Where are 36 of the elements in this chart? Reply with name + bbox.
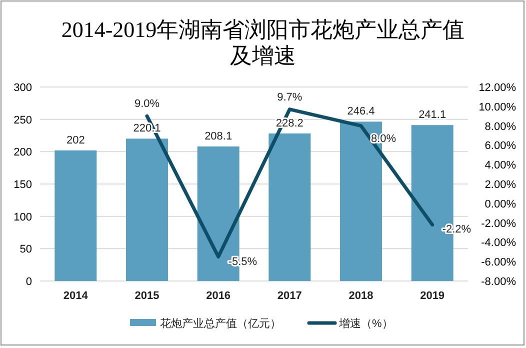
y-tick-label: 250 — [14, 114, 32, 126]
y2-tick-label: 2.00% — [484, 179, 516, 191]
x-tick-label: 2015 — [134, 290, 160, 302]
y2-tick-label: 6.00% — [484, 140, 516, 152]
y2-tick-label: 10.00% — [478, 101, 516, 114]
y2-tick-label: -2.00% — [481, 218, 516, 230]
y-tick-label: 0 — [26, 276, 32, 288]
x-tick-label: 2016 — [206, 290, 231, 302]
y2-tick-label: 4.00% — [484, 160, 516, 172]
data-label: 9.0% — [134, 98, 160, 110]
y2-tick-label: 12.00% — [478, 82, 516, 94]
y2-tick-label: -6.00% — [481, 256, 516, 269]
y-tick-label: 150 — [14, 179, 32, 191]
y-tick-label: 100 — [14, 211, 32, 224]
bar — [268, 133, 311, 281]
y2-tick-label: 8.00% — [484, 120, 516, 133]
legend-label: 增速（%） — [338, 317, 393, 330]
bar — [54, 150, 97, 281]
title: 2014-2019年湖南省浏阳市花炮产业总产值及增速 — [61, 17, 465, 68]
data-label: 241.1 — [418, 109, 446, 122]
y-tick-label: 200 — [14, 146, 32, 159]
data-label: 208.1 — [204, 130, 232, 142]
data-label: 202 — [66, 134, 85, 146]
y-tick-label: 300 — [14, 82, 32, 94]
x-tick-label: 2014 — [63, 290, 89, 302]
y-tick-label: 50 — [20, 244, 32, 256]
y2-tick-label: -4.00% — [481, 237, 516, 250]
data-label: 246.4 — [347, 106, 375, 118]
x-tick-label: 2018 — [348, 290, 374, 302]
y2-tick-label: 0.00% — [484, 198, 516, 210]
legend-label: 花炮产业总产值（亿元） — [160, 317, 281, 330]
data-label: 9.7% — [277, 91, 302, 104]
x-tick-label: 2017 — [277, 290, 302, 302]
y2-tick-label: -8.00% — [481, 276, 516, 288]
bar — [126, 138, 168, 281]
x-tick-label: 2019 — [420, 290, 445, 302]
